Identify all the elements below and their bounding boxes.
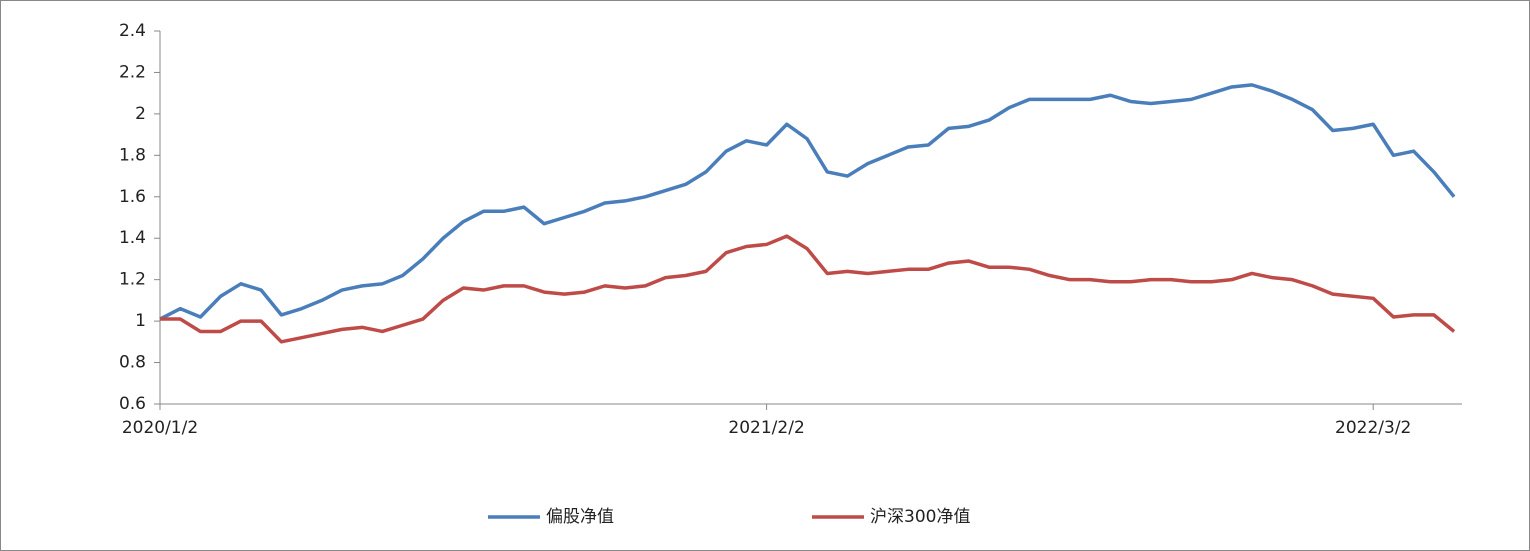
y-tick-label: 1.6: [119, 187, 146, 207]
y-tick-label: 2.2: [119, 62, 146, 82]
y-tick-label: 2: [135, 104, 146, 124]
x-tick-label: 2020/1/2: [122, 418, 198, 438]
series-line: [159, 83, 1456, 321]
y-tick-label: 1.8: [119, 145, 146, 165]
y-tick-label: 0.8: [119, 353, 146, 373]
legend-label: 偏股净值: [546, 507, 614, 527]
y-tick-label: 1: [135, 311, 146, 331]
y-tick-label: 1.2: [119, 270, 146, 290]
y-tick-label: 2.4: [119, 21, 146, 41]
legend-label: 沪深300净值: [870, 507, 970, 527]
x-tick-label: 2022/3/2: [1335, 418, 1411, 438]
y-tick-label: 0.6: [119, 394, 146, 414]
series-line: [160, 234, 1456, 344]
y-tick-label: 1.4: [119, 228, 146, 248]
x-tick-label: 2021/2/2: [728, 418, 804, 438]
